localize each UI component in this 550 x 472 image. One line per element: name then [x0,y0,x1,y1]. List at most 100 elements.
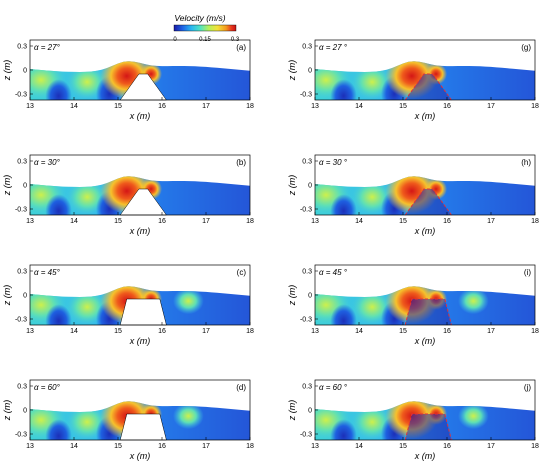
x-tick-label: 18 [531,103,539,110]
y-tick-label: 0.3 [17,159,27,166]
panel-letter: (i) [524,268,531,277]
y-axis-label: z (m) [287,400,297,422]
y-tick-label: -0.3 [300,432,312,439]
x-tick-label: 15 [399,218,407,225]
colorbar-title: Velocity (m/s) [174,13,225,23]
x-tick-label: 16 [443,443,451,450]
panel-letter: (b) [236,158,246,167]
y-tick-label: 0 [23,183,27,190]
porous-breakwater [405,74,452,100]
y-axis-label: z (m) [2,175,12,197]
x-tick-label: 16 [158,218,166,225]
y-tick-label: -0.3 [15,432,27,439]
alpha-label: α = 45° [34,268,61,277]
x-tick-label: 14 [70,328,78,335]
x-tick-label: 15 [399,103,407,110]
x-tick-label: 18 [246,103,254,110]
x-tick-label: 13 [26,103,34,110]
x-axis-label: x (m) [414,451,436,461]
velocity-colorbar: Velocity (m/s) 0 0.15 0.3 [173,13,240,43]
y-axis-label: z (m) [287,60,297,82]
y-axis-label: z (m) [287,285,297,307]
x-tick-label: 18 [246,328,254,335]
x-tick-label: 14 [355,218,363,225]
y-axis-label: z (m) [2,60,12,82]
x-axis-label: x (m) [129,336,151,346]
alpha-label: α = 60 ° [319,383,348,392]
x-axis-label: x (m) [129,451,151,461]
x-tick-label: 16 [443,328,451,335]
porous-breakwater-outline [404,188,452,216]
x-tick-label: 14 [355,443,363,450]
panel-d: 13 14 15 16 17 18 0.3 0 -0.3 x (m) z (m) α = 60° (d) [2,379,254,461]
panel-i: 13 14 15 16 17 18 0.3 0 -0.3 x (m) z (m) α = 45 ° (i… [287,264,539,346]
x-tick-label: 13 [26,218,34,225]
x-tick-label: 15 [114,443,122,450]
x-tick-label: 14 [355,103,363,110]
panel-h: 13 14 15 16 17 18 0.3 0 -0.3 x (m) z (m) α = 30 ° (h… [287,154,539,236]
y-axis-label: z (m) [2,400,12,422]
x-tick-label: 15 [399,443,407,450]
alpha-label: α = 45 ° [319,268,348,277]
x-tick-label: 13 [311,218,319,225]
y-tick-label: 0 [308,293,312,300]
x-tick-label: 17 [487,328,495,335]
x-tick-label: 13 [26,443,34,450]
y-tick-label: 0 [23,408,27,415]
y-tick-label: -0.3 [300,92,312,99]
x-tick-label: 17 [202,103,210,110]
y-tick-label: 0 [23,68,27,75]
panel-letter: (c) [237,268,247,277]
velocity-field [30,61,250,100]
y-tick-label: -0.3 [15,92,27,99]
x-tick-label: 16 [158,443,166,450]
y-tick-label: 0.3 [302,384,312,391]
x-tick-label: 15 [114,218,122,225]
x-tick-label: 14 [355,328,363,335]
x-tick-label: 13 [26,328,34,335]
y-tick-label: -0.3 [15,317,27,324]
y-axis-label: z (m) [287,175,297,197]
y-tick-label: 0 [308,183,312,190]
panel-a: 13 14 15 16 17 18 0.3 0 -0.3 x (m) z (m) α = 27° (a) [2,39,254,121]
colorbar-tick-2: 0.3 [231,37,240,43]
x-tick-label: 13 [311,103,319,110]
panel-g: 13 14 15 16 17 18 0.3 0 -0.3 x (m) z (m) α = 27 ° (g… [287,39,539,121]
y-tick-label: 0.3 [302,269,312,276]
panel-letter: (g) [521,43,531,52]
submerged-breakwater [119,298,167,326]
y-tick-label: 0 [308,68,312,75]
y-tick-label: 0.3 [302,44,312,51]
x-tick-label: 18 [531,328,539,335]
x-tick-label: 14 [70,443,78,450]
x-tick-label: 15 [399,328,407,335]
x-axis-label: x (m) [129,226,151,236]
x-axis-label: x (m) [414,226,436,236]
x-tick-label: 13 [311,443,319,450]
alpha-label: α = 30° [34,158,61,167]
submerged-breakwater [119,413,167,441]
x-tick-label: 17 [487,218,495,225]
x-tick-label: 16 [443,103,451,110]
porous-breakwater [405,299,452,325]
colorbar-tick-0: 0 [173,37,177,43]
x-tick-label: 15 [114,328,122,335]
y-tick-label: 0.3 [17,269,27,276]
x-tick-label: 18 [246,443,254,450]
x-tick-label: 18 [531,443,539,450]
y-tick-label: -0.3 [300,317,312,324]
x-tick-label: 17 [202,218,210,225]
x-tick-label: 13 [311,328,319,335]
panel-letter: (d) [236,383,246,392]
colorbar-tick-1: 0.15 [199,37,211,43]
panel-letter: (a) [236,43,246,52]
panel-letter: (j) [524,383,531,392]
x-tick-label: 17 [487,103,495,110]
y-tick-label: 0.3 [17,384,27,391]
x-tick-label: 14 [70,103,78,110]
x-tick-label: 16 [158,103,166,110]
x-tick-label: 18 [246,218,254,225]
panel-c: 13 14 15 16 17 18 0.3 0 -0.3 x (m) z (m) α = 45° (c) [2,264,254,346]
porous-breakwater [405,189,452,215]
x-tick-label: 16 [443,218,451,225]
